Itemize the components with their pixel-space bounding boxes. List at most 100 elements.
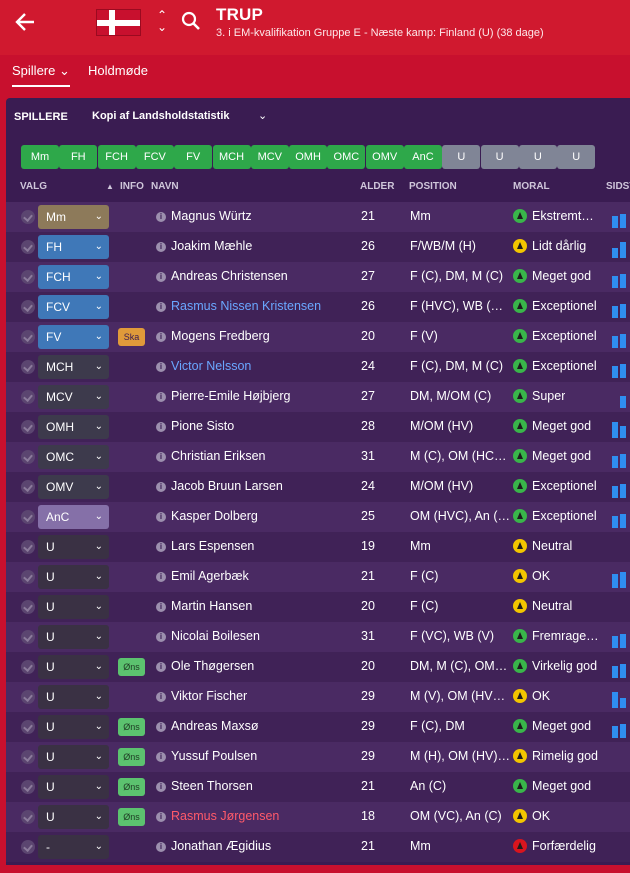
tab-holdmode[interactable]: Holdmøde bbox=[88, 63, 148, 78]
info-icon[interactable]: i bbox=[156, 512, 166, 522]
position-select[interactable]: U ⌄ bbox=[38, 685, 109, 709]
col-alder[interactable]: ALDER bbox=[360, 181, 395, 192]
row-select-checkbox[interactable] bbox=[21, 210, 35, 224]
row-select-checkbox[interactable] bbox=[21, 270, 35, 284]
col-position[interactable]: POSITION bbox=[409, 181, 457, 192]
info-icon[interactable]: i bbox=[156, 602, 166, 612]
player-name[interactable]: Steen Thorsen bbox=[171, 779, 253, 793]
filter-button[interactable]: U bbox=[557, 145, 596, 169]
row-select-checkbox[interactable] bbox=[21, 780, 35, 794]
position-select[interactable]: U ⌄ bbox=[38, 535, 109, 559]
row-select-checkbox[interactable] bbox=[21, 630, 35, 644]
row-select-checkbox[interactable] bbox=[21, 420, 35, 434]
filter-button[interactable]: FV bbox=[174, 145, 213, 169]
status-badge[interactable]: Øns bbox=[118, 658, 145, 676]
player-name[interactable]: Andreas Christensen bbox=[171, 269, 288, 283]
row-select-checkbox[interactable] bbox=[21, 750, 35, 764]
info-icon[interactable]: i bbox=[156, 692, 166, 702]
table-row[interactable]: U ⌄ Øns i Andreas Maxsø 29 F (C), DM Meget god bbox=[6, 712, 630, 742]
table-row[interactable]: U ⌄ Øns i Steen Thorsen 21 An (C) Meget god bbox=[6, 772, 630, 802]
chevron-updown-icon[interactable]: ⌃ ⌄ bbox=[156, 8, 168, 34]
row-select-checkbox[interactable] bbox=[21, 810, 35, 824]
info-icon[interactable]: i bbox=[156, 212, 166, 222]
info-icon[interactable]: i bbox=[156, 332, 166, 342]
info-icon[interactable]: i bbox=[156, 302, 166, 312]
info-icon[interactable]: i bbox=[156, 542, 166, 552]
player-name[interactable]: Ole Thøgersen bbox=[171, 659, 255, 673]
table-row[interactable]: FCV ⌄ i Rasmus Nissen Kristensen 26 F (HVC), … bbox=[6, 292, 630, 322]
row-select-checkbox[interactable] bbox=[21, 660, 35, 674]
filter-button[interactable]: FCH bbox=[97, 145, 136, 169]
filter-button[interactable]: OMV bbox=[365, 145, 404, 169]
status-badge[interactable]: Øns bbox=[118, 778, 145, 796]
position-select[interactable]: FV ⌄ bbox=[38, 325, 109, 349]
status-badge[interactable]: Øns bbox=[118, 808, 145, 826]
player-name[interactable]: Martin Hansen bbox=[171, 599, 253, 613]
back-arrow-icon[interactable] bbox=[12, 9, 38, 35]
row-select-checkbox[interactable] bbox=[21, 690, 35, 704]
table-row[interactable]: OMV ⌄ i Jacob Bruun Larsen 24 M/OM (HV) Except… bbox=[6, 472, 630, 502]
status-badge[interactable]: Ska bbox=[118, 328, 145, 346]
row-select-checkbox[interactable] bbox=[21, 510, 35, 524]
player-name[interactable]: Jonathan Ægidius bbox=[171, 839, 272, 853]
position-select[interactable]: MCV ⌄ bbox=[38, 385, 109, 409]
table-row[interactable]: U ⌄ Øns i Yussuf Poulsen 29 M (H), OM (HV),… Ri… bbox=[6, 742, 630, 772]
player-name[interactable]: Victor Nelsson bbox=[171, 359, 252, 373]
tab-spillere[interactable]: Spillere ⌄ bbox=[12, 63, 70, 87]
info-icon[interactable]: i bbox=[156, 242, 166, 252]
player-name[interactable]: Pierre-Emile Højbjerg bbox=[171, 389, 291, 403]
position-select[interactable]: OMV ⌄ bbox=[38, 475, 109, 499]
filter-button[interactable]: FCV bbox=[135, 145, 174, 169]
col-valg[interactable]: VALG bbox=[20, 181, 48, 192]
status-badge[interactable]: Øns bbox=[118, 748, 145, 766]
position-select[interactable]: U ⌄ bbox=[38, 745, 109, 769]
row-select-checkbox[interactable] bbox=[21, 570, 35, 584]
position-select[interactable]: AnC ⌄ bbox=[38, 505, 109, 529]
col-moral[interactable]: MORAL bbox=[513, 181, 550, 192]
position-select[interactable]: Mm ⌄ bbox=[38, 205, 109, 229]
table-row[interactable]: FV ⌄ Ska i Mogens Fredberg 20 F (V) Exceptionel bbox=[6, 322, 630, 352]
position-select[interactable]: U ⌄ bbox=[38, 625, 109, 649]
chevron-down-icon[interactable]: ⌄ bbox=[258, 110, 268, 122]
position-select[interactable]: - ⌄ bbox=[38, 835, 109, 859]
col-navn[interactable]: NAVN bbox=[151, 181, 179, 192]
table-row[interactable]: - ⌄ i Jonathan Ægidius 21 Mm Forfærdelig bbox=[6, 832, 630, 862]
filter-button[interactable]: FH bbox=[59, 145, 98, 169]
player-name[interactable]: Pione Sisto bbox=[171, 419, 235, 433]
player-name[interactable]: Jacob Bruun Larsen bbox=[171, 479, 283, 493]
info-icon[interactable]: i bbox=[156, 782, 166, 792]
row-select-checkbox[interactable] bbox=[21, 720, 35, 734]
info-icon[interactable]: i bbox=[156, 722, 166, 732]
filter-button[interactable]: OMC bbox=[327, 145, 366, 169]
row-select-checkbox[interactable] bbox=[21, 390, 35, 404]
row-select-checkbox[interactable] bbox=[21, 240, 35, 254]
info-icon[interactable]: i bbox=[156, 812, 166, 822]
position-select[interactable]: FCH ⌄ bbox=[38, 265, 109, 289]
table-row[interactable]: OMH ⌄ i Pione Sisto 28 M/OM (HV) Meget god bbox=[6, 412, 630, 442]
player-name[interactable]: Yussuf Poulsen bbox=[171, 749, 258, 763]
filter-button[interactable]: U bbox=[518, 145, 557, 169]
row-select-checkbox[interactable] bbox=[21, 600, 35, 614]
info-icon[interactable]: i bbox=[156, 572, 166, 582]
col-sidst[interactable]: SIDST bbox=[606, 181, 630, 192]
info-icon[interactable]: i bbox=[156, 362, 166, 372]
col-info[interactable]: INFO bbox=[120, 181, 144, 192]
table-row[interactable]: FH ⌄ i Joakim Mæhle 26 F/WB/M (H) Lidt dårlig bbox=[6, 232, 630, 262]
player-name[interactable]: Mogens Fredberg bbox=[171, 329, 270, 343]
position-select[interactable]: FH ⌄ bbox=[38, 235, 109, 259]
player-name[interactable]: Magnus Würtz bbox=[171, 209, 252, 223]
position-select[interactable]: MCH ⌄ bbox=[38, 355, 109, 379]
position-select[interactable]: U ⌄ bbox=[38, 715, 109, 739]
info-icon[interactable]: i bbox=[156, 632, 166, 642]
table-row[interactable]: MCV ⌄ i Pierre-Emile Højbjerg 27 DM, M/OM (C)… bbox=[6, 382, 630, 412]
row-select-checkbox[interactable] bbox=[21, 840, 35, 854]
row-select-checkbox[interactable] bbox=[21, 480, 35, 494]
info-icon[interactable]: i bbox=[156, 842, 166, 852]
filter-button[interactable]: MCH bbox=[212, 145, 251, 169]
filter-button[interactable]: U bbox=[442, 145, 481, 169]
row-select-checkbox[interactable] bbox=[21, 540, 35, 554]
player-name[interactable]: Emil Agerbæk bbox=[171, 569, 249, 583]
player-name[interactable]: Viktor Fischer bbox=[171, 689, 248, 703]
table-row[interactable]: U ⌄ Øns i Rasmus Jørgensen 18 OM (VC), An (C) O… bbox=[6, 802, 630, 832]
row-select-checkbox[interactable] bbox=[21, 450, 35, 464]
